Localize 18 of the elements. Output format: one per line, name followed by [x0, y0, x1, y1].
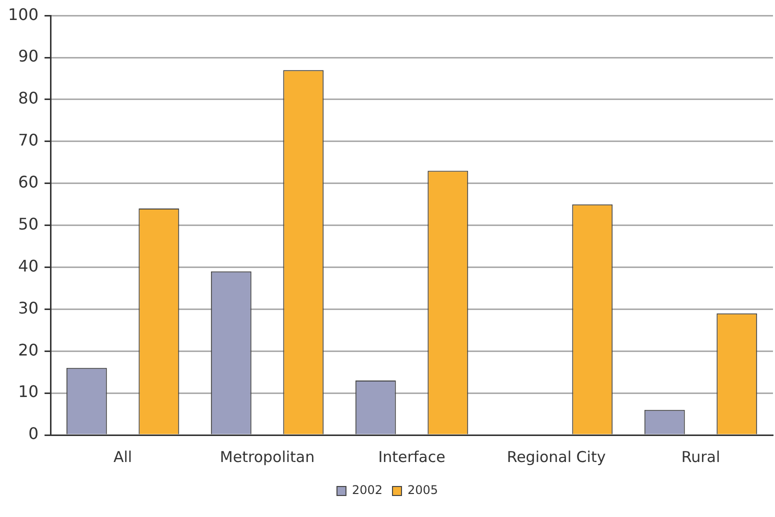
y-tick-label: 20 — [18, 340, 39, 360]
x-tick-label: Regional City — [506, 448, 606, 466]
y-tick-label: 90 — [18, 46, 39, 66]
y-tick-label: 10 — [18, 382, 39, 402]
y-tick-label: 40 — [18, 256, 39, 276]
legend-label: 2002 — [352, 483, 383, 498]
y-tick-label: 80 — [18, 88, 39, 108]
x-tick-label: Interface — [378, 448, 446, 466]
y-tick-label: 60 — [18, 172, 39, 192]
y-tick-label: 30 — [18, 298, 39, 318]
y-tick-label: 100 — [8, 4, 39, 24]
x-tick-label: Rural — [681, 448, 720, 466]
x-tick-label: All — [113, 448, 132, 466]
legend-label: 2005 — [408, 483, 438, 498]
x-tick-label: Metropolitan — [220, 448, 315, 466]
y-tick-label: 0 — [28, 424, 39, 444]
y-tick-label: 50 — [18, 214, 39, 234]
y-tick-label: 70 — [18, 130, 39, 150]
